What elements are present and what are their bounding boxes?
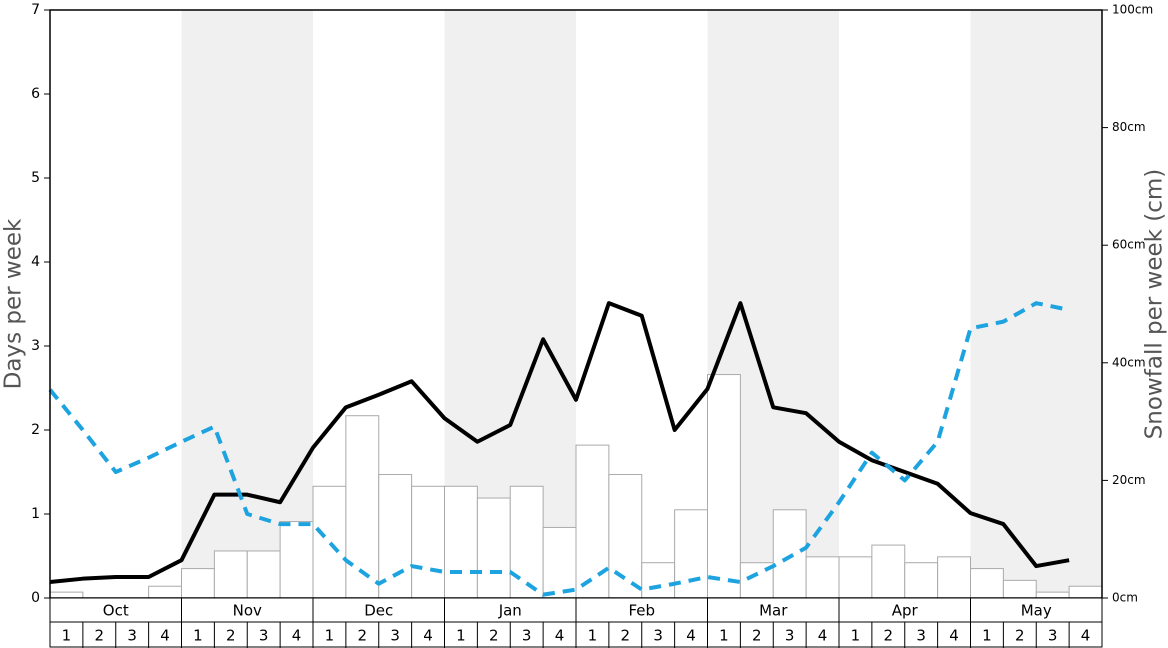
week-label: 2 [621,627,631,645]
y-tick-label: 5 [31,170,40,186]
bar [213,550,248,599]
week-label: 1 [62,627,72,645]
y2-tick-label: 40cm [1112,355,1146,369]
month-label: Dec [364,602,393,620]
week-label: 3 [916,627,926,645]
week-label: 4 [292,627,302,645]
bar [937,556,971,599]
bar [345,415,380,599]
bar [246,550,281,599]
month-label: Jan [498,602,522,620]
y-tick-label: 0 [31,590,40,606]
y-tick-label: 3 [31,338,40,354]
bar [772,509,807,599]
week-label: 3 [785,627,795,645]
month-label: May [1021,602,1052,620]
bar [674,509,708,599]
bar [312,485,347,599]
week-label: 4 [949,627,959,645]
week-label: 3 [127,627,137,645]
week-label: 2 [1015,627,1025,645]
bar [805,556,840,599]
bar [509,485,544,599]
week-label: 1 [851,627,861,645]
month-label: Oct [103,602,129,620]
month-label: Mar [759,602,788,620]
week-label: 2 [358,627,368,645]
bar [608,474,643,599]
week-label: 4 [423,627,433,645]
week-label: 3 [653,627,663,645]
week-label: 2 [489,627,499,645]
week-label: 3 [390,627,400,645]
y-tick-label: 4 [31,254,40,270]
month-band [181,10,313,598]
y-tick-label: 7 [31,2,40,18]
week-label: 3 [259,627,269,645]
week-label: 2 [226,627,236,645]
week-label: 3 [522,627,532,645]
bar [838,556,873,599]
bar [1002,579,1037,599]
month-label: Apr [892,602,919,620]
bar [970,568,1004,599]
bar [181,568,215,599]
bar [49,591,84,599]
bar [871,544,906,599]
week-label: 4 [1081,627,1091,645]
week-label: 2 [95,627,105,645]
bar [148,585,182,599]
week-label: 1 [719,627,729,645]
week-label: 3 [1048,627,1058,645]
bar [575,444,610,599]
bar [542,526,577,599]
y2-axis-title: Snowfall per week (cm) [1142,169,1168,440]
bar [641,562,676,599]
y2-tick-label: 80cm [1112,120,1146,134]
y2-tick-label: 20cm [1112,473,1146,487]
month-label: Nov [233,602,262,620]
bar [904,562,939,599]
bar [444,485,478,599]
bar [279,521,314,599]
week-label: 1 [193,627,203,645]
week-label: 4 [818,627,828,645]
y2-tick-label: 100cm [1112,3,1153,17]
bar [707,374,741,599]
bar [1035,591,1070,599]
week-label: 1 [982,627,992,645]
week-label: 2 [752,627,762,645]
y-tick-label: 6 [31,86,40,102]
line [48,301,1070,597]
week-label: 4 [686,627,696,645]
y2-tick-label: 0cm [1112,591,1138,605]
week-label: 1 [456,627,466,645]
bar [1068,585,1103,599]
week-label: 2 [884,627,894,645]
y-tick-label: 2 [31,422,40,438]
week-label: 1 [588,627,598,645]
bar [378,474,413,599]
week-label: 4 [555,627,565,645]
bar [476,497,511,599]
y-tick-label: 1 [31,506,40,522]
y-axis-title: Days per week [1,218,27,389]
y2-tick-label: 60cm [1112,238,1146,252]
month-label: Feb [628,602,655,620]
line [49,301,1070,585]
week-label: 4 [160,627,170,645]
week-label: 1 [325,627,335,645]
bar [411,485,445,599]
